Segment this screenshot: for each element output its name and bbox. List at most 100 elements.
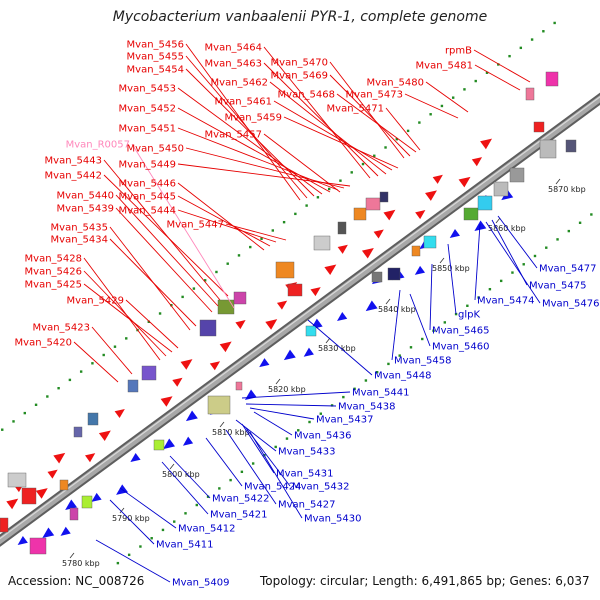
leader-line: [307, 319, 373, 376]
guide-dot: [350, 171, 353, 174]
leader-line: [205, 437, 243, 487]
guide-dot: [34, 403, 38, 406]
bottom-gene-arrow: [65, 499, 78, 511]
tick-label: 5870 kbp: [548, 185, 586, 194]
leader-line: [249, 407, 315, 420]
bottom-gene-label: Mvan_5411: [156, 540, 213, 551]
guide-dot: [432, 329, 435, 332]
guide-dot: [274, 445, 277, 449]
bottom-gene-label: glpK: [458, 310, 480, 321]
top-gene-label: Mvan_5443: [45, 156, 102, 167]
gene-box: [69, 507, 79, 521]
guide-dot: [260, 237, 263, 240]
tick-label: 5820 kbp: [268, 385, 306, 394]
guide-dot: [1, 428, 4, 431]
guide-dot: [308, 420, 311, 424]
bottom-gene-arrow: [449, 228, 460, 239]
guide-dot: [170, 303, 173, 307]
guide-dot: [454, 312, 458, 316]
top-gene-arrow: [235, 320, 246, 330]
top-gene-label: Mvan_5457: [205, 130, 262, 141]
leader-line: [115, 194, 219, 307]
top-gene-label: Mvan_5446: [119, 179, 176, 190]
tick-label: 5780 kbp: [62, 559, 100, 568]
gene-box: [525, 87, 535, 101]
bottom-gene-arrow: [182, 436, 194, 446]
guide-dot: [12, 420, 15, 423]
bottom-gene-arrow: [303, 347, 314, 357]
gene-box: [275, 261, 295, 279]
top-gene-arrow: [180, 359, 193, 370]
bottom-gene-arrow: [474, 220, 487, 232]
leader-line: [109, 499, 155, 545]
top-gene-label: Mvan_5480: [367, 78, 424, 89]
leader-line: [249, 431, 303, 519]
tick-mark: [555, 178, 561, 185]
top-gene-label: Mvan_5463: [205, 59, 262, 70]
top-gene-arrow: [35, 488, 48, 499]
guide-dot: [206, 495, 210, 498]
top-gene-label: Mvan_5464: [205, 43, 262, 54]
bottom-gene-label: Mvan_5460: [432, 342, 489, 353]
gene-features: [0, 71, 577, 555]
top-gene-label: Mvan_5423: [33, 323, 90, 334]
guide-dot: [395, 137, 399, 141]
gene-box: [477, 195, 493, 211]
top-gene-arrow: [276, 300, 288, 310]
guide-dot: [418, 121, 421, 124]
guide-dot: [125, 337, 128, 340]
top-gene-label: Mvan_5452: [119, 104, 176, 115]
guide-dot: [497, 63, 500, 66]
bottom-gene-label: Mvan_5412: [178, 524, 235, 535]
top-gene-label: Mvan_5470: [271, 58, 328, 69]
leader-line: [447, 243, 457, 315]
guide-dot: [463, 88, 466, 91]
top-gene-label: Mvan_5468: [278, 90, 335, 101]
top-gene-label: Mvan_5451: [119, 124, 176, 135]
bottom-gene-arrow: [91, 492, 102, 502]
bottom-gene-arrow: [365, 300, 378, 312]
leader-line: [473, 49, 531, 83]
topology-text: Topology: circular; Length: 6,491,865 bp…: [260, 574, 590, 588]
guide-dot: [46, 395, 49, 398]
gene-box: [533, 121, 545, 133]
top-gene-label: Mvan_5426: [25, 267, 82, 278]
gene-box: [353, 207, 367, 221]
leader-line: [109, 238, 197, 327]
guide-dot: [113, 345, 117, 348]
bottom-gene-label: Mvan_5432: [292, 482, 349, 493]
top-gene-label: Mvan_5471: [327, 104, 384, 115]
leader-line: [115, 207, 213, 313]
tick-mark: [385, 298, 391, 305]
gene-box: [305, 325, 317, 337]
gene-box: [233, 291, 247, 305]
leader-line: [83, 283, 173, 353]
gene-box: [493, 181, 509, 197]
guide-dot: [23, 411, 26, 415]
guide-dot: [173, 520, 176, 523]
guide-dot: [522, 263, 525, 266]
gene-box: [365, 197, 381, 211]
guide-dot: [294, 212, 297, 216]
leader-line: [404, 93, 459, 119]
top-gene-arrow: [85, 453, 96, 463]
bottom-gene-label: Mvan_5475: [529, 281, 586, 292]
leader-line: [336, 93, 417, 153]
gene-box: [207, 395, 231, 415]
top-gene-arrow: [324, 264, 337, 276]
gene-box: [73, 426, 83, 438]
leader-line: [83, 257, 161, 361]
leader-line: [103, 159, 221, 301]
guide-dot: [542, 30, 545, 33]
bottom-gene-label: Mvan_5465: [432, 326, 489, 337]
bottom-gene-label: Mvan_5422: [212, 494, 269, 505]
bottom-gene-arrow: [259, 358, 270, 368]
top-gene-label: Mvan_5461: [215, 97, 272, 108]
gene-box: [87, 412, 99, 426]
bottom-gene-arrow: [414, 265, 426, 275]
leader-line: [474, 223, 481, 301]
tick-mark: [439, 257, 445, 264]
guide-dot: [195, 503, 198, 507]
bottom-gene-arrow: [130, 452, 141, 463]
gene-box: [287, 283, 303, 297]
